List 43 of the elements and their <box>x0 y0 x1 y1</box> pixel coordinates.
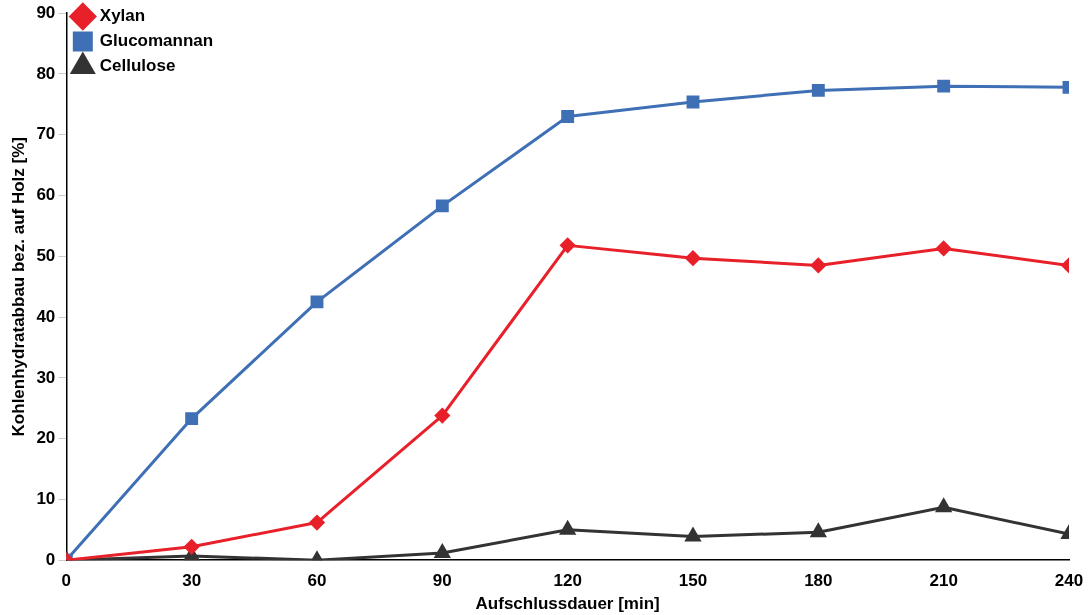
x-tick-label: 210 <box>929 571 958 591</box>
legend-label: Cellulose <box>99 56 176 76</box>
x-tick-label: 30 <box>182 571 202 591</box>
y-tick-label: 70 <box>36 124 56 144</box>
y-tick-label: 20 <box>36 428 56 448</box>
legend-label: Glucomannan <box>99 31 214 51</box>
point <box>937 79 951 93</box>
point <box>560 237 576 253</box>
y-tick-label: 0 <box>45 549 56 569</box>
x-tick-label: 90 <box>432 571 452 591</box>
point <box>686 95 700 109</box>
y-tick-label: 40 <box>36 306 56 326</box>
legend-label: Xylan <box>99 6 146 26</box>
point <box>936 240 952 256</box>
point <box>810 523 826 538</box>
point <box>310 295 324 309</box>
x-tick-label: 180 <box>804 571 833 591</box>
point <box>810 257 826 273</box>
x-tick-label: 120 <box>553 571 582 591</box>
point <box>434 408 450 424</box>
point <box>936 498 952 513</box>
y-axis-title: Kohlenhydratabbau bez. auf Holz [%] <box>8 137 28 437</box>
y-tick-label: 90 <box>36 2 56 22</box>
y-tick-label: 60 <box>36 185 56 205</box>
y-tick-label: 30 <box>36 367 56 387</box>
x-tick-label: 0 <box>61 571 72 591</box>
point <box>184 539 200 555</box>
y-tick-label: 80 <box>36 63 56 83</box>
point <box>309 515 325 531</box>
point <box>561 110 575 123</box>
point <box>811 83 825 97</box>
point <box>185 412 199 426</box>
point <box>435 199 449 213</box>
y-tick-label: 50 <box>36 246 56 265</box>
x-tick-label: 60 <box>307 571 327 591</box>
x-axis-title: Aufschlussdauer [min] <box>475 594 660 614</box>
x-tick-label: 150 <box>678 571 708 591</box>
point <box>685 250 701 266</box>
y-tick-label: 10 <box>36 489 56 509</box>
point <box>685 528 701 542</box>
point <box>434 544 450 558</box>
x-tick-label: 240 <box>1054 571 1084 591</box>
point <box>560 521 576 535</box>
